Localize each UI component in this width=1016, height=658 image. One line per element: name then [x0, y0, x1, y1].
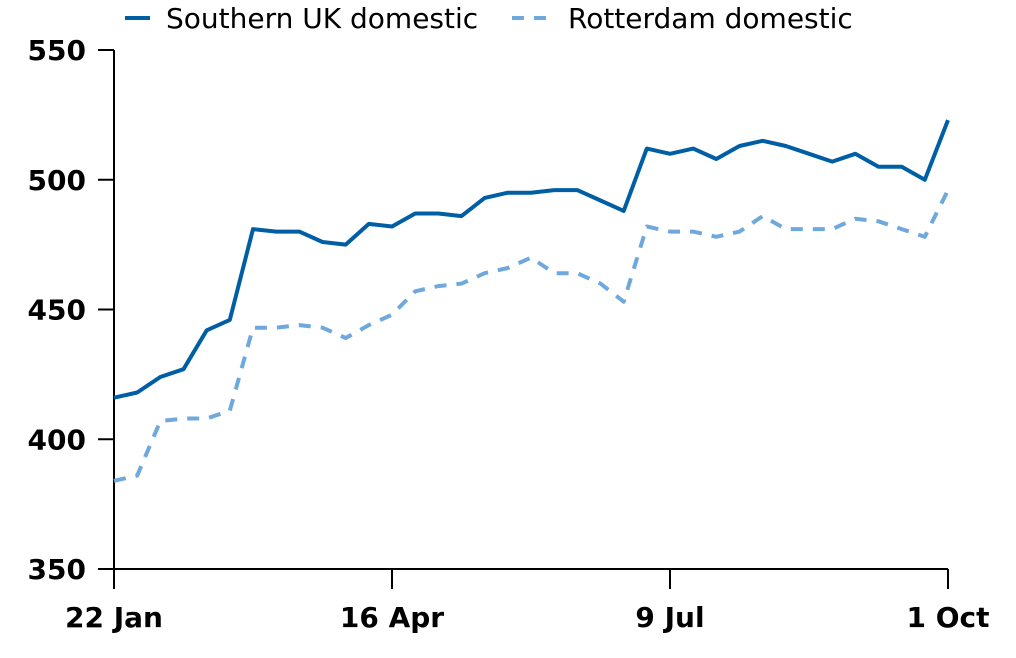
series-line-0: [113, 119, 950, 400]
legend: Southern UK domestic Rotterdam domestic: [125, 2, 853, 35]
x-tick-label: 16 Apr: [340, 601, 444, 634]
y-tick-label: 500: [28, 164, 86, 197]
x-tick-label: 22 Jan: [65, 601, 163, 634]
y-tick-label: 350: [28, 553, 86, 586]
y-tick-label: 550: [28, 34, 86, 67]
legend-label-rotterdam: Rotterdam domestic: [568, 2, 853, 35]
x-tick-label: 9 Jul: [635, 601, 704, 634]
series-line-1: [113, 189, 950, 483]
series-layer: [113, 119, 950, 483]
axes: 350 400 450 500 550 22 Jan 16 Apr 9 Jul 1 Oct: [28, 34, 990, 634]
y-tick-label: 450: [28, 294, 86, 327]
x-tick-label: 1 Oct: [906, 601, 989, 634]
legend-label-southern-uk: Southern UK domestic: [166, 2, 478, 35]
y-tick-label: 400: [28, 423, 86, 456]
